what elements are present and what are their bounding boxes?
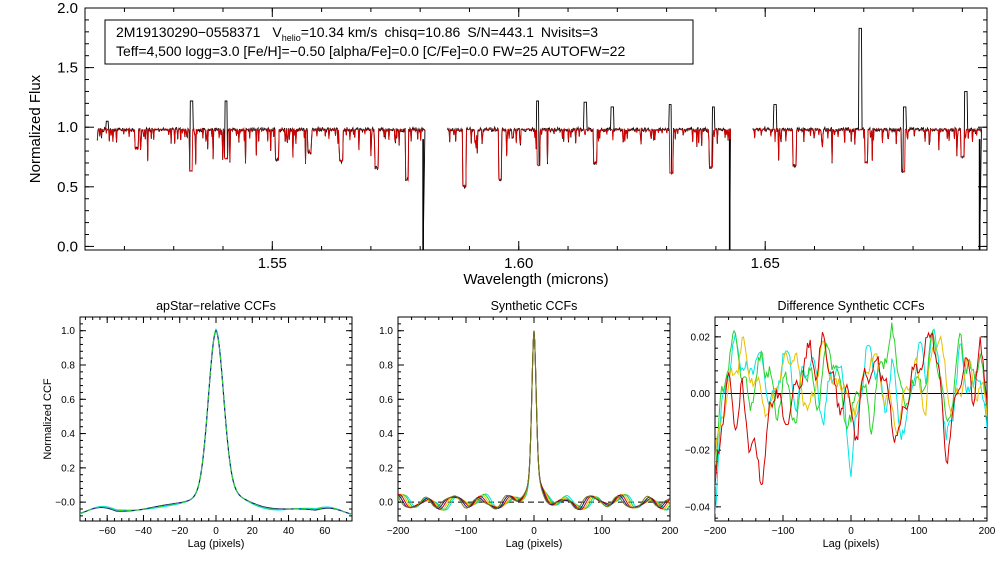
x-tick-label: 60 — [319, 526, 331, 537]
x-tick-label: 1.55 — [258, 255, 287, 272]
x-axis-label: Lag (pixels) — [188, 538, 245, 550]
y-tick-label: 0.4 — [61, 429, 75, 440]
y-tick-label: 1.5 — [57, 60, 78, 77]
y-tick-label: 2.0 — [57, 0, 78, 17]
plot-frame — [79, 316, 353, 522]
y-tick-label: 0.6 — [61, 395, 75, 406]
x-tick-label: −60 — [99, 526, 116, 537]
y-tick-label: 1.0 — [61, 326, 75, 337]
y-tick-label: 1.0 — [57, 119, 78, 136]
info-box — [104, 19, 694, 65]
x-tick-label: 200 — [979, 526, 996, 537]
y-tick-label: 0.5 — [57, 179, 78, 196]
difference-series-line — [715, 331, 987, 486]
ccf-series-line — [398, 330, 670, 511]
x-axis-label: Lag (pixels) — [506, 538, 563, 550]
chart-title: Synthetic CCFs — [491, 299, 578, 313]
x-axis-label: Wavelength (microns) — [463, 271, 608, 288]
chart-title: Difference Synthetic CCFs — [777, 299, 924, 313]
ccf-series-line — [398, 330, 670, 510]
x-tick-label: 0 — [213, 526, 219, 537]
chisq-value: chisq=10.86 — [384, 24, 460, 40]
panel-synthetic_ccf: −200 −100 0 100 200 0.0 0.2 0.4 0.6 0.8 1.0 Synthet… — [379, 299, 679, 550]
nvisits-value: Nvisits=3 — [541, 24, 598, 40]
y-tick-label: −0.04 — [685, 502, 711, 513]
plot-frame — [397, 316, 671, 522]
y-tick-label: 0.00 — [691, 389, 711, 400]
model-spectrum-line — [96, 127, 426, 183]
difference-series-line — [715, 322, 987, 487]
plot-frame — [714, 316, 988, 522]
panel-difference_ccf: −200 −100 0 100 200 −0.04 −0.02 0.00 0.02 Differe… — [685, 299, 996, 550]
info-line-2: Teff=4,500 logg=3.0 [Fe/H]=−0.50 [alpha/… — [116, 43, 625, 59]
x-tick-label: −100 — [455, 526, 478, 537]
panel-spectrum: 1.55 1.60 1.65 0.0 0.5 1.0 1.5 2.0 Wavelength (m… — [27, 0, 988, 288]
y-tick-label: 0.6 — [379, 395, 393, 406]
y-axis-label: Normalized CCF — [42, 378, 54, 460]
ccf-series-line — [398, 330, 670, 511]
y-tick-label: 0.02 — [691, 332, 711, 343]
y-tick-label: 0.8 — [61, 361, 75, 372]
y-tick-label: 0.2 — [379, 463, 393, 474]
vhelio-value: =10.34 km/s — [301, 24, 378, 40]
x-tick-label: −40 — [135, 526, 152, 537]
y-tick-label: 0.8 — [379, 361, 393, 372]
panel-apstar_ccf: −60 −40 −20 0 20 40 60 −0.0 0.2 0.4 0.6 0.8 1.0 apSta… — [42, 299, 353, 550]
x-tick-label: 20 — [247, 526, 259, 537]
y-tick-label: 1.0 — [379, 326, 393, 337]
x-tick-label: 40 — [283, 526, 295, 537]
y-tick-label: −0.02 — [685, 446, 711, 457]
y-tick-label: 0.4 — [379, 429, 393, 440]
x-tick-label: −20 — [171, 526, 188, 537]
y-tick-label: −0.0 — [55, 498, 75, 509]
snr-value: S/N=443.1 — [467, 24, 534, 40]
ccf-series-line — [80, 328, 352, 515]
x-tick-label: −100 — [772, 526, 795, 537]
x-tick-label: 200 — [662, 526, 679, 537]
chart-title: apStar−relative CCFs — [156, 299, 276, 313]
ccf-series-line — [398, 330, 670, 510]
x-tick-label: 1.65 — [751, 255, 780, 272]
y-axis-label: Normalized Flux — [27, 74, 44, 183]
ccf-series-line — [398, 330, 670, 511]
x-tick-label: 0 — [848, 526, 854, 537]
x-tick-label: 1.60 — [504, 255, 533, 272]
info-line-1: 2M19130290−0558371 Vhelio=10.34 km/s chisq… — [116, 24, 598, 43]
y-tick-label: 0.0 — [379, 498, 393, 509]
observed-spectrum-line — [96, 100, 426, 250]
x-tick-label: −200 — [704, 526, 727, 537]
ccf-series-line — [398, 330, 670, 511]
vhelio-subscript: helio — [282, 33, 301, 43]
model-spectrum-line — [752, 127, 982, 173]
vhelio-label: V — [272, 24, 282, 40]
x-tick-label: 100 — [911, 526, 928, 537]
observed-spectrum-line — [446, 100, 731, 250]
ccf-series-line — [80, 328, 352, 516]
observed-spectrum-line — [752, 27, 982, 250]
x-axis-label: Lag (pixels) — [823, 538, 880, 550]
star-id: 2M19130290−0558371 — [116, 24, 261, 40]
y-tick-label: 0.0 — [57, 238, 78, 255]
x-tick-label: 100 — [594, 526, 611, 537]
x-tick-label: 0 — [531, 526, 537, 537]
model-spectrum-line — [446, 127, 731, 188]
y-tick-label: 0.2 — [61, 463, 75, 474]
x-tick-label: −200 — [387, 526, 410, 537]
ccf-series-line — [80, 329, 352, 515]
plot-frame — [84, 7, 988, 251]
